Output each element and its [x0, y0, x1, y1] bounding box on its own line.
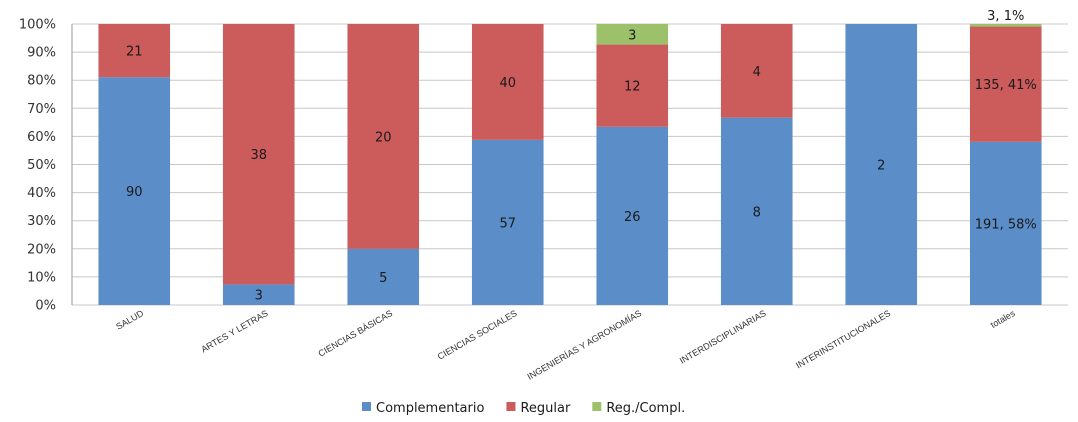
x-tick-label: totales	[989, 308, 1017, 330]
data-label: 3	[628, 28, 636, 43]
data-label: 2	[877, 159, 885, 174]
data-label: 26	[624, 210, 641, 225]
x-tick-label: ARTES Y LETRAS	[199, 308, 269, 354]
bar-segment	[969, 24, 1042, 27]
data-label: 4	[753, 65, 761, 80]
bar-segment	[720, 24, 793, 118]
bar-segment	[222, 24, 295, 285]
x-tick-label: CIENCIAS SOCIALES	[436, 308, 519, 362]
legend-label: Reg./Compl.	[606, 401, 685, 416]
data-label: 21	[126, 45, 143, 60]
legend-swatch	[362, 402, 371, 411]
y-tick-label: 90%	[27, 46, 56, 61]
x-tick-label: CIENCIAS BÁSICAS	[316, 308, 394, 359]
bar-segment	[222, 284, 295, 305]
data-label: 8	[753, 205, 761, 220]
bar-segment	[720, 117, 793, 306]
data-label: 5	[379, 271, 387, 286]
data-label: 20	[375, 130, 392, 145]
gridlines	[72, 23, 1068, 306]
x-axis: SALUD ARTES Y LETRAS CIENCIAS BÁSICAS CIENC…	[114, 308, 1017, 382]
x-tick-label: INTERDISCIPLINARIAS	[678, 308, 768, 366]
x-tick-label: SALUD	[114, 308, 145, 332]
bar-segment	[596, 126, 669, 306]
bar-segment	[471, 24, 544, 140]
data-label: 191, 58%	[975, 217, 1037, 232]
y-tick-label: 80%	[27, 74, 56, 89]
bar-segment	[969, 141, 1042, 305]
x-tick-label: INGENIERÍAS Y AGRONOMÍAS	[525, 308, 643, 382]
y-tick-label: 100%	[19, 18, 56, 33]
bar-segment	[347, 248, 420, 305]
bar-segment	[969, 26, 1042, 142]
y-tick-label: 50%	[27, 158, 56, 173]
y-tick-label: 10%	[27, 270, 56, 285]
x-tick-label: INTERINSTITUCIONALES	[794, 308, 892, 370]
bars	[98, 24, 1042, 306]
legend-label: Regular	[520, 401, 571, 416]
legend-swatch	[592, 402, 602, 411]
data-label: 12	[624, 80, 641, 95]
y-tick-label: 70%	[27, 102, 56, 117]
y-tick-label: 20%	[27, 242, 56, 257]
data-label: 90	[126, 185, 143, 200]
data-label: 40	[499, 76, 516, 91]
bar-segment	[596, 44, 669, 127]
bar-segment	[98, 24, 171, 78]
data-label: 135, 41%	[975, 78, 1037, 93]
y-tick-label: 30%	[27, 214, 56, 229]
data-label: 3, 1%	[987, 9, 1024, 24]
legend-swatch	[506, 402, 516, 411]
y-tick-label: 40%	[27, 186, 56, 201]
y-axis: 0% 10% 20% 30% 40% 50% 60% 70% 80% 90% 100%	[19, 18, 73, 314]
data-label: 57	[499, 216, 516, 231]
legend: Complementario Regular Reg./Compl.	[362, 401, 685, 416]
data-label: 3	[255, 289, 263, 304]
y-tick-label: 0%	[35, 299, 56, 314]
bar-segment	[471, 139, 544, 305]
legend-label: Complementario	[376, 401, 484, 416]
bar-segment	[596, 24, 669, 45]
bar-segment	[98, 77, 171, 305]
bar-segment	[845, 24, 918, 305]
bar-segment	[347, 24, 420, 249]
y-tick-label: 60%	[27, 130, 56, 145]
data-label: 38	[250, 148, 267, 163]
